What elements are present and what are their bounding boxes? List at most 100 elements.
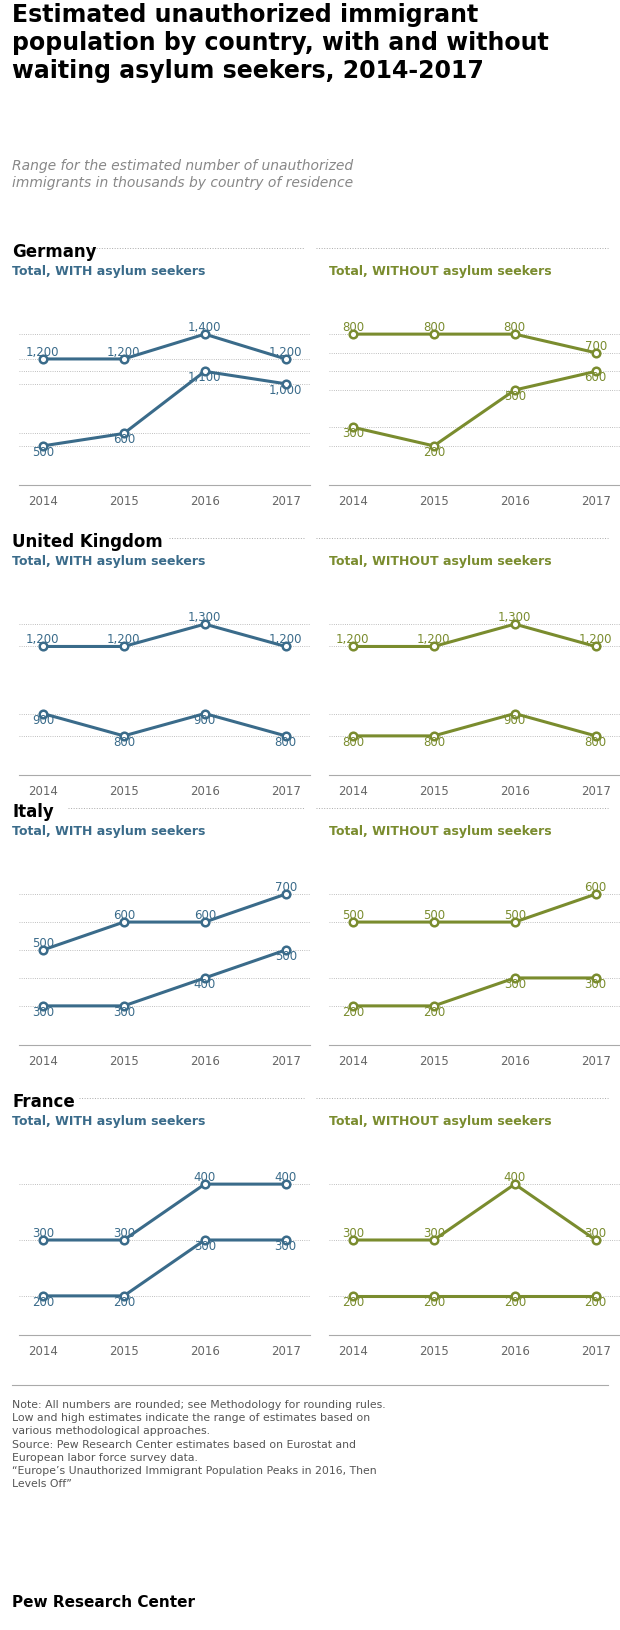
Point (38, 346, 48, 372)
Point (591, 965, 601, 991)
Point (348, 321, 358, 347)
Text: 400: 400 (275, 1170, 297, 1183)
Point (510, 377, 520, 403)
Point (38, 1283, 48, 1309)
Point (591, 339, 601, 365)
Text: Total, WITH asylum seekers: Total, WITH asylum seekers (12, 556, 206, 569)
Text: 1,100: 1,100 (188, 372, 221, 385)
Point (119, 993, 129, 1019)
Text: 1,200: 1,200 (269, 634, 303, 647)
Text: Total, WITHOUT asylum seekers: Total, WITHOUT asylum seekers (329, 1115, 551, 1128)
Text: 500: 500 (32, 447, 54, 460)
Text: 800: 800 (585, 735, 607, 748)
Text: 600: 600 (113, 434, 135, 447)
Text: 800: 800 (113, 735, 135, 748)
Text: 800: 800 (275, 735, 297, 748)
Text: 300: 300 (585, 978, 607, 991)
Text: 700: 700 (275, 882, 297, 895)
Text: 500: 500 (503, 390, 526, 403)
Point (38, 634, 48, 660)
Text: Range for the estimated number of unauthorized
immigrants in thousands by countr: Range for the estimated number of unauth… (12, 160, 353, 191)
Point (591, 722, 601, 748)
Text: 200: 200 (503, 1296, 526, 1309)
Text: 400: 400 (193, 1170, 216, 1183)
Text: 1,200: 1,200 (26, 634, 60, 647)
Text: 800: 800 (423, 321, 445, 334)
Text: 600: 600 (585, 372, 607, 385)
Text: 1,200: 1,200 (269, 346, 303, 359)
Point (348, 722, 358, 748)
Text: 300: 300 (585, 1227, 607, 1240)
Text: Total, WITH asylum seekers: Total, WITH asylum seekers (12, 266, 206, 279)
Point (281, 346, 291, 372)
Point (591, 882, 601, 908)
Point (348, 993, 358, 1019)
Text: 700: 700 (585, 339, 607, 352)
Text: 600: 600 (113, 910, 135, 923)
Point (119, 1227, 129, 1253)
Text: 500: 500 (342, 910, 364, 923)
Text: 500: 500 (503, 910, 526, 923)
Text: 300: 300 (113, 1227, 135, 1240)
Point (200, 701, 210, 727)
Text: 500: 500 (275, 950, 297, 963)
Text: 300: 300 (113, 1006, 135, 1019)
Text: 300: 300 (423, 1227, 445, 1240)
Point (119, 910, 129, 936)
Point (510, 965, 520, 991)
Point (200, 1227, 210, 1253)
Text: 400: 400 (193, 978, 216, 991)
Point (38, 993, 48, 1019)
Text: Total, WITHOUT asylum seekers: Total, WITHOUT asylum seekers (329, 825, 551, 838)
Text: 300: 300 (503, 978, 526, 991)
Point (429, 722, 439, 748)
Point (510, 910, 520, 936)
Point (119, 1283, 129, 1309)
Text: 800: 800 (423, 735, 445, 748)
Point (591, 359, 601, 385)
Text: 600: 600 (193, 910, 216, 923)
Point (348, 1227, 358, 1253)
Point (119, 722, 129, 748)
Point (510, 1170, 520, 1196)
Text: Total, WITHOUT asylum seekers: Total, WITHOUT asylum seekers (329, 556, 551, 569)
Text: Total, WITHOUT asylum seekers: Total, WITHOUT asylum seekers (329, 266, 551, 279)
Text: 300: 300 (275, 1240, 297, 1253)
Text: 200: 200 (113, 1296, 135, 1309)
Point (429, 910, 439, 936)
Text: 900: 900 (503, 714, 526, 727)
Text: 1,000: 1,000 (269, 383, 303, 396)
Point (119, 634, 129, 660)
Text: Italy: Italy (12, 802, 54, 822)
Point (281, 882, 291, 908)
Point (200, 611, 210, 637)
Point (200, 359, 210, 385)
Text: 1,200: 1,200 (336, 634, 370, 647)
Text: 1,400: 1,400 (188, 321, 221, 334)
Point (281, 370, 291, 396)
Text: 200: 200 (342, 1296, 364, 1309)
Text: 300: 300 (193, 1240, 216, 1253)
Point (510, 701, 520, 727)
Point (38, 937, 48, 963)
Text: 200: 200 (423, 1006, 445, 1019)
Text: 300: 300 (342, 427, 364, 440)
Text: 200: 200 (32, 1296, 54, 1309)
Point (348, 1283, 358, 1309)
Point (591, 634, 601, 660)
Point (591, 1227, 601, 1253)
Text: 500: 500 (423, 910, 445, 923)
Point (510, 321, 520, 347)
Point (348, 414, 358, 440)
Point (200, 910, 210, 936)
Text: 1,200: 1,200 (579, 634, 613, 647)
Text: Estimated unauthorized immigrant
population by country, with and without
waiting: Estimated unauthorized immigrant populat… (12, 3, 549, 83)
Point (200, 321, 210, 347)
Text: 600: 600 (585, 882, 607, 895)
Text: 200: 200 (423, 447, 445, 460)
Point (38, 434, 48, 460)
Text: 300: 300 (32, 1227, 54, 1240)
Text: Note: All numbers are rounded; see Methodology for rounding rules.
Low and high : Note: All numbers are rounded; see Metho… (12, 1400, 386, 1490)
Point (348, 634, 358, 660)
Text: United Kingdom: United Kingdom (12, 533, 163, 551)
